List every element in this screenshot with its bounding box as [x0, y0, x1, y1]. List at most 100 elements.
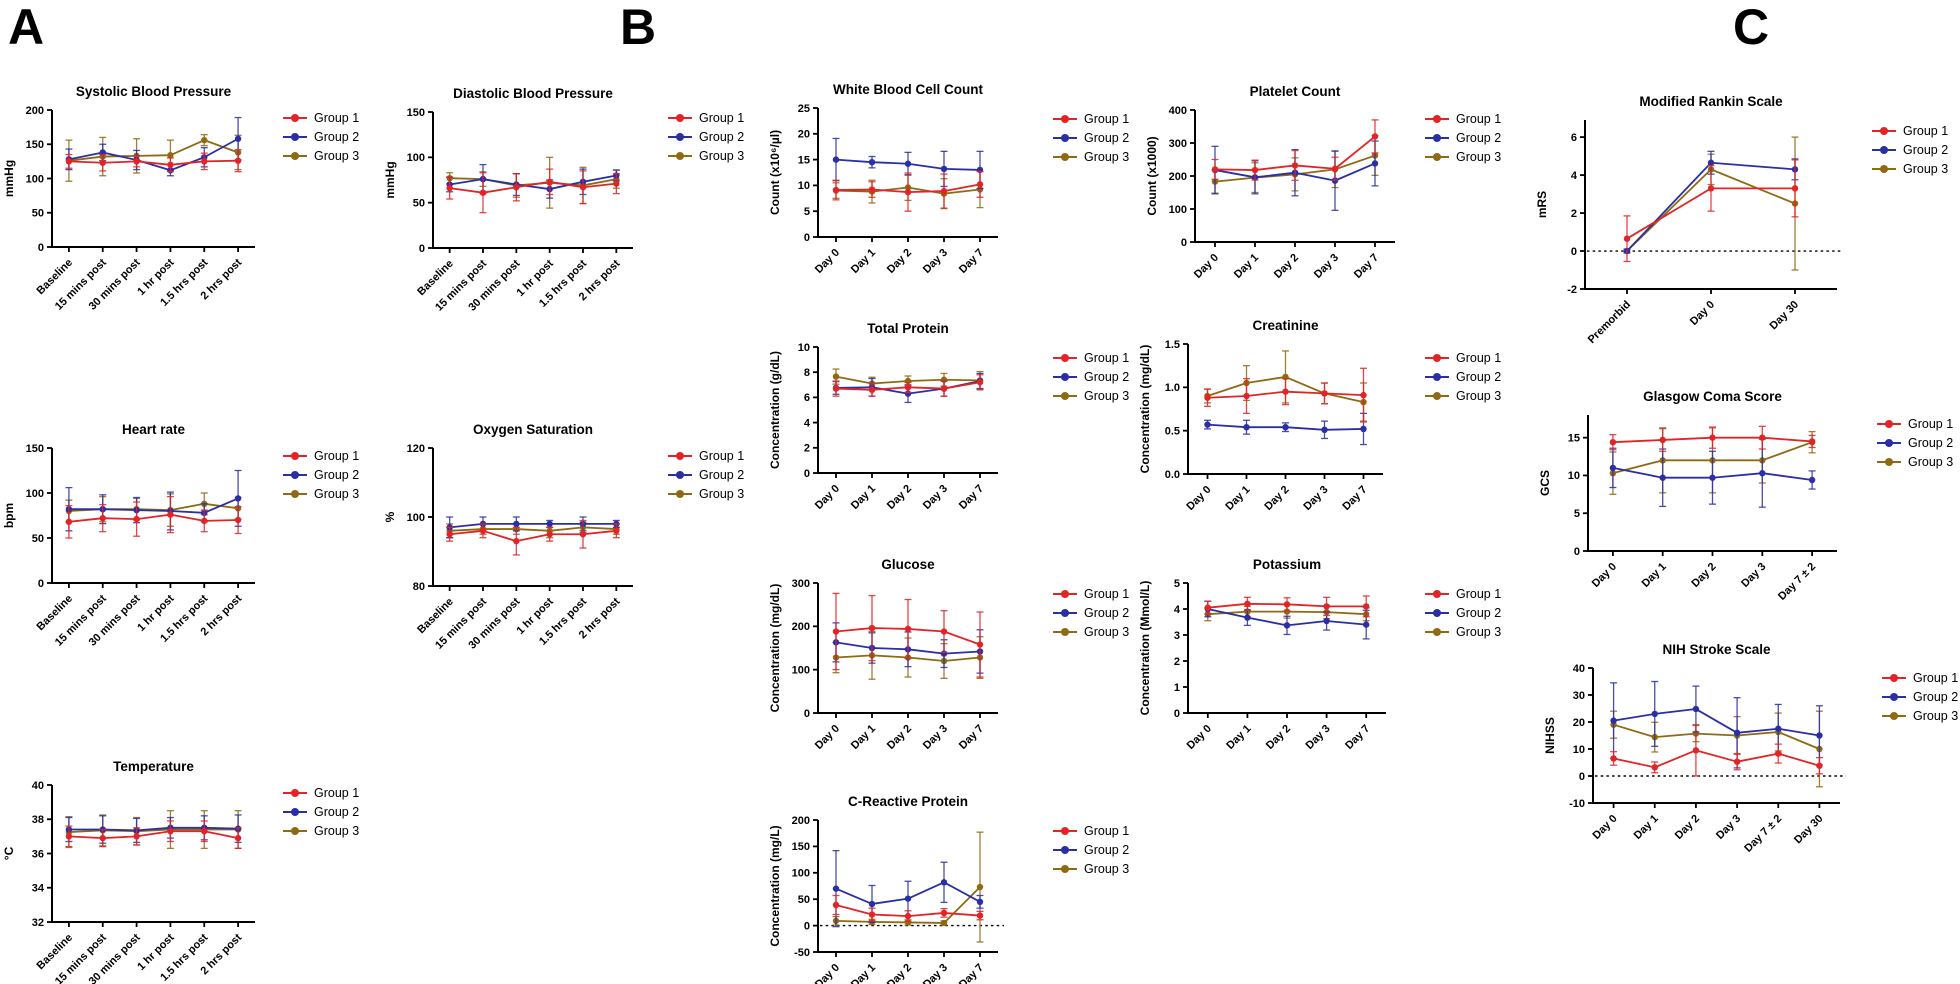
y-tick-label: 36 [32, 848, 44, 860]
legend-item-group-1: Group 1 [668, 111, 745, 125]
y-tick-label: 20 [1573, 717, 1585, 729]
data-point [1775, 725, 1782, 732]
data-point [65, 158, 73, 165]
data-point [167, 828, 174, 835]
data-point [1692, 747, 1700, 754]
y-tick-label: 30 [1573, 690, 1585, 702]
data-point [1808, 438, 1816, 445]
legend-label: Group 3 [314, 487, 360, 501]
data-point [904, 384, 912, 391]
legend-marker-icon [1872, 144, 1896, 156]
data-point [234, 495, 242, 502]
data-point [976, 379, 984, 386]
legend-item-group-1: Group 1 [1425, 587, 1501, 601]
y-tick-label: 100 [1169, 204, 1187, 216]
panel-label-a: A [8, 0, 45, 55]
x-tick-label: Day 7 [957, 962, 986, 984]
legend-marker-icon [1053, 151, 1077, 163]
series-group-2 [65, 469, 242, 532]
chart-title: Glasgow Coma Score [1643, 389, 1782, 404]
data-point [1363, 603, 1370, 610]
panel-label-c: C [1733, 0, 1770, 55]
data-point [234, 516, 242, 524]
x-tick-label: Day 7 [1352, 252, 1381, 281]
legend-label: Group 1 [314, 111, 360, 125]
legend-marker-icon [1053, 626, 1077, 638]
data-point [1709, 474, 1716, 481]
y-tick-label: 0 [419, 243, 425, 255]
y-axis-label: mRS [1535, 191, 1549, 218]
y-tick-label: 0 [804, 232, 810, 244]
legend-label: Group 2 [1456, 131, 1502, 145]
legend-total-protein: Group 1 Group 2 Group 3 [1053, 351, 1130, 403]
legend-marker-icon [1872, 125, 1896, 137]
x-tick-label: Day 2 [1689, 561, 1718, 590]
data-point [1371, 133, 1379, 140]
data-point [976, 898, 984, 906]
x-tick-label: Day 2 [1264, 723, 1293, 752]
data-point [1244, 614, 1251, 621]
data-point [1211, 166, 1219, 173]
y-tick-label: 1.5 [1165, 339, 1180, 351]
legend-label: Group 3 [1084, 389, 1130, 403]
legend-label: Group 1 [699, 111, 745, 125]
chart-temperature: Temperature °C 32 34 36 38 40 Baseline 15 mins p… [0, 749, 269, 984]
legend-item-group-3: Group 3 [1053, 389, 1130, 403]
x-tick-label: Day 0 [1590, 561, 1619, 590]
legend-label: Group 1 [1084, 824, 1130, 838]
y-axis-label: Count (x1000) [1145, 136, 1159, 215]
legend-item-group-2: Group 2 [1053, 606, 1129, 620]
x-tick-label: Day 7 [957, 723, 986, 752]
x-tick-label: Day 3 [1714, 813, 1743, 842]
data-point [1791, 185, 1799, 192]
chart-heart-rate: Heart rate bpm 0 50 100 150 Baseline 15 mins po… [0, 412, 269, 655]
data-point [479, 189, 487, 196]
series-group-2 [1610, 680, 1823, 769]
y-tick-label: 0 [804, 708, 810, 720]
series-group-1 [1211, 119, 1379, 181]
y-tick-label: 300 [792, 578, 810, 590]
chart-c-reactive-protein: C-Reactive Protein Concentration (mg/L) -5… [766, 784, 1012, 984]
x-tick-label: Day 7 [957, 247, 986, 276]
x-tick-label: Day 1 [1223, 484, 1252, 513]
legend-marker-icon [1425, 352, 1449, 364]
chart-creatinine: Creatinine Concentration (mg/dL) 0.0 0.5 1.0… [1136, 308, 1397, 546]
data-point [832, 186, 840, 194]
legend-item-group-2: Group 2 [1425, 606, 1501, 620]
legend-item-group-1: Group 1 [1053, 824, 1130, 838]
x-tick-label: Day 2 [1262, 484, 1291, 513]
x-tick-label: Day 1 [849, 483, 878, 512]
data-point [940, 919, 948, 927]
data-point [1283, 608, 1291, 615]
y-tick-label: 6 [804, 392, 810, 404]
data-point [133, 158, 140, 165]
legend-marker-icon [283, 112, 307, 124]
x-tick-label: Day 2 [885, 247, 914, 276]
chart-oxygen-saturation: Oxygen Saturation% 80 100 120 Baseline 15 min… [381, 412, 647, 658]
legend-label: Group 2 [1456, 370, 1502, 384]
legend-marker-icon [283, 488, 307, 500]
legend-item-group-2: Group 2 [1053, 370, 1129, 384]
legend-label: Group 1 [1456, 351, 1502, 365]
legend-label: Group 3 [1456, 389, 1502, 403]
series-group-2 [446, 163, 620, 199]
data-point [1609, 464, 1617, 472]
legend-label: Group 3 [699, 149, 745, 163]
data-point [65, 518, 73, 525]
data-point [940, 909, 948, 917]
chart-canvas: Modified Rankin Scale mRS -2 0 2 4 6 Premorbid D… [1535, 94, 1843, 346]
x-tick-label: Day 0 [1590, 813, 1619, 842]
legend-heart-rate: Group 1 Group 2 Group 3 [283, 449, 360, 501]
chart-title: C-Reactive Protein [848, 794, 968, 809]
y-tick-label: 100 [792, 868, 810, 880]
legend-label: Group 2 [1908, 436, 1954, 450]
y-axis-label: bpm [2, 503, 16, 528]
legend-label: Group 1 [1084, 112, 1130, 126]
legend-c-reactive-protein: Group 1 Group 2 Group 3 [1053, 824, 1130, 876]
data-point [868, 158, 876, 166]
chart-glasgow-coma-score: Glasgow Coma Score GCS 0 5 10 15 Day 0 Day 1 Day… [1536, 379, 1851, 623]
data-point [133, 515, 140, 523]
legend-item-group-2: Group 2 [283, 130, 359, 144]
data-point [1733, 729, 1741, 736]
y-tick-label: 300 [1169, 138, 1187, 150]
